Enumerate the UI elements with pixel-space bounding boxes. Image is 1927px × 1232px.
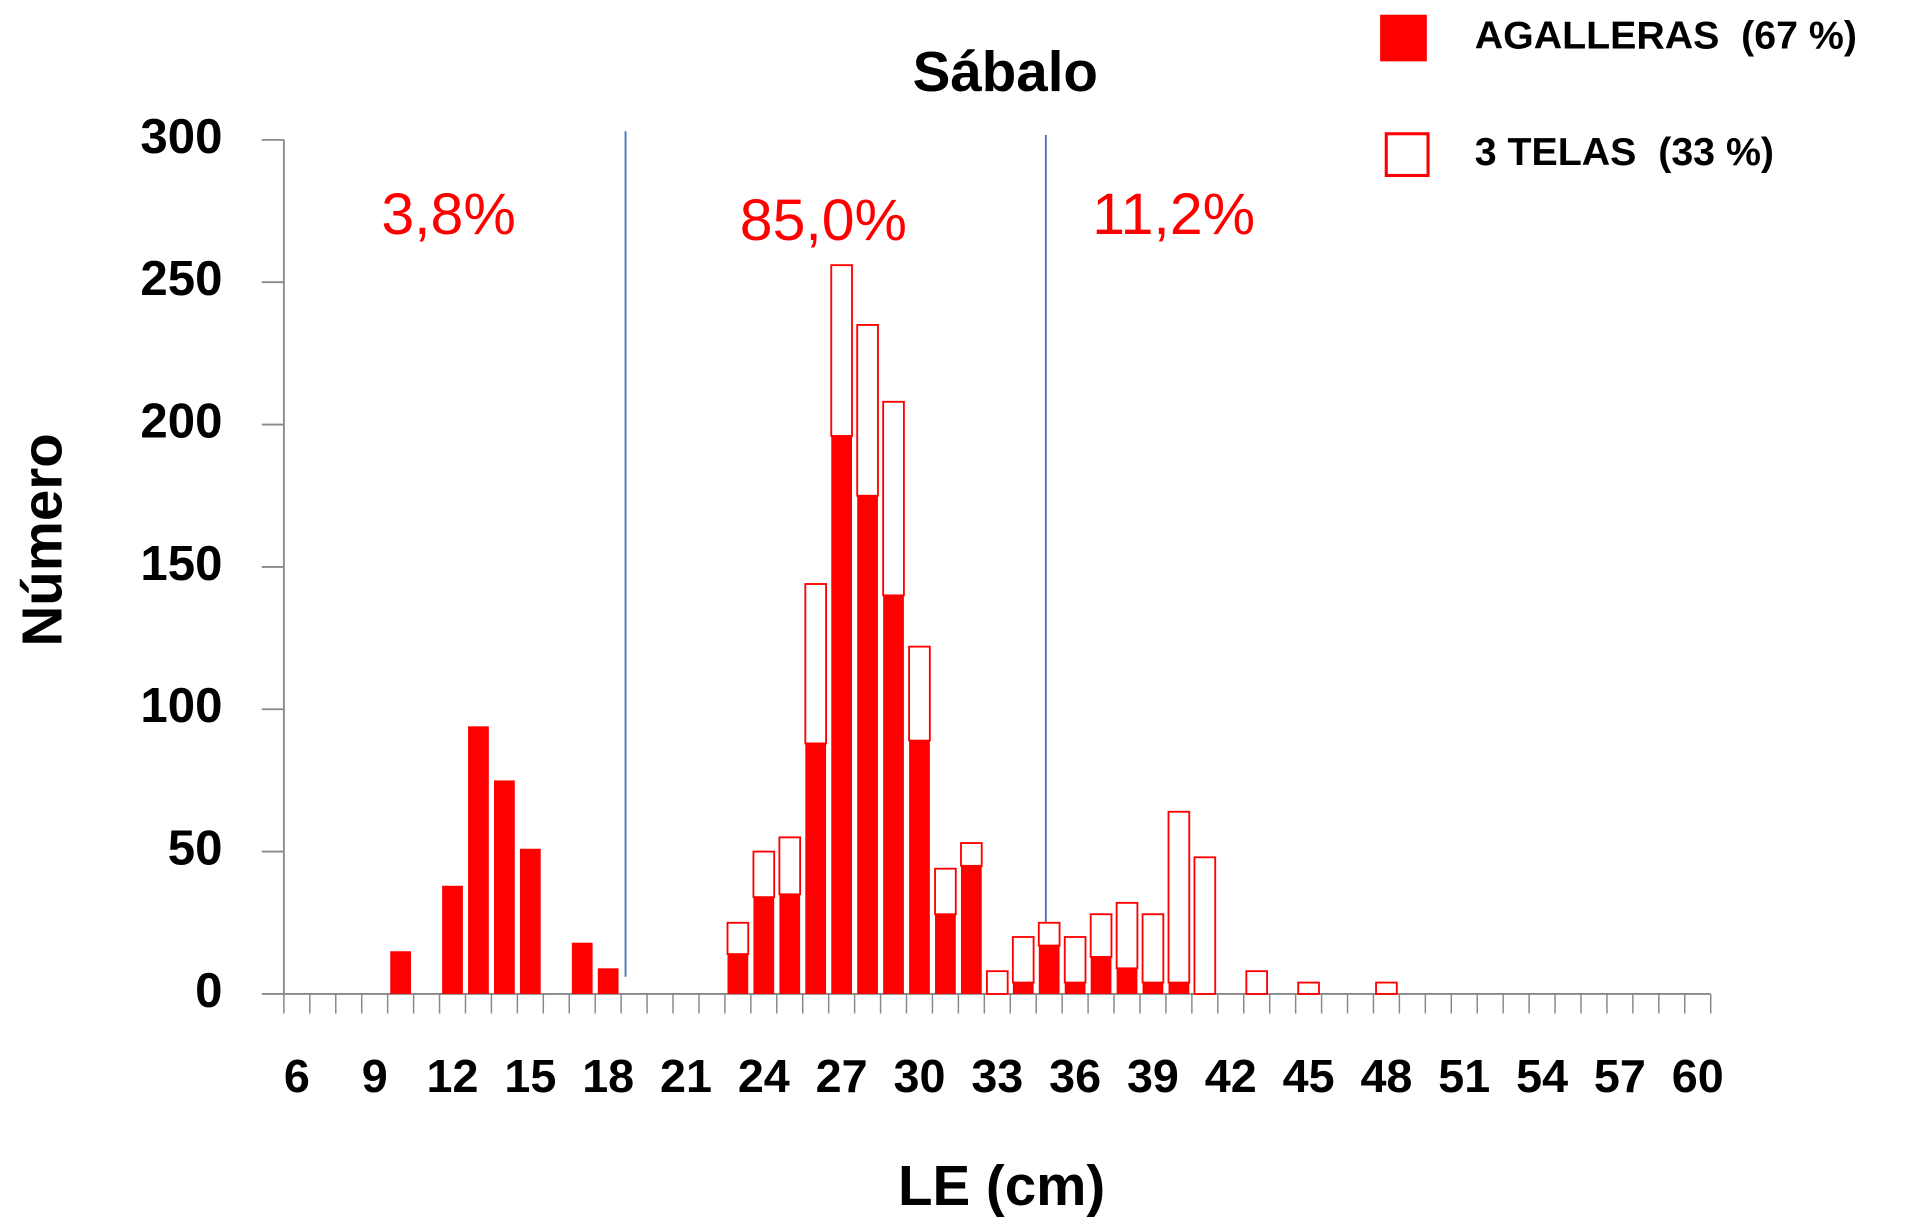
x-tick-label: 24	[738, 1050, 790, 1102]
y-tick-label: 100	[140, 679, 222, 733]
y-tick-label: 0	[195, 964, 222, 1018]
bar	[1038, 945, 1060, 994]
legend-label: AGALLERAS (67 %)	[1475, 13, 1857, 57]
x-tick-label: 36	[1049, 1050, 1101, 1102]
y-tick-label: 50	[168, 822, 223, 876]
bar	[831, 435, 853, 994]
bar	[935, 914, 956, 994]
bar	[1167, 810, 1191, 984]
bar	[571, 942, 593, 994]
bar	[1063, 936, 1087, 984]
x-tick-label: 57	[1594, 1050, 1646, 1102]
x-axis-label: LE (cm)	[898, 1154, 1105, 1217]
legend-swatch	[1380, 14, 1427, 62]
bar	[1245, 970, 1269, 995]
x-tick-label: 45	[1283, 1050, 1335, 1102]
chart-title: Sábalo	[913, 40, 1098, 103]
bar	[597, 968, 619, 994]
bar	[753, 897, 775, 994]
bar	[934, 867, 957, 916]
legend-swatch	[1384, 132, 1430, 178]
x-tick-label: 18	[582, 1050, 634, 1102]
annotation: 11,2%	[1092, 182, 1255, 247]
y-tick-label: 300	[140, 110, 222, 164]
x-tick-label: 15	[504, 1050, 556, 1102]
bar	[442, 885, 463, 994]
bar	[909, 740, 930, 994]
x-tick-label: 30	[893, 1050, 945, 1102]
bar	[390, 951, 412, 994]
bar	[805, 743, 827, 994]
x-tick-label: 39	[1127, 1050, 1179, 1102]
bar	[468, 726, 489, 994]
x-tick-label: 51	[1438, 1050, 1490, 1102]
bar	[1193, 856, 1217, 995]
bar	[1037, 921, 1061, 947]
x-tick-label: 12	[427, 1050, 479, 1102]
bar	[857, 495, 878, 994]
bar	[727, 954, 749, 994]
bar	[1142, 982, 1164, 994]
x-tick-label: 48	[1360, 1050, 1412, 1102]
x-tick-label: 60	[1672, 1050, 1724, 1102]
x-tick-label: 27	[816, 1050, 868, 1102]
x-tick-label: 42	[1205, 1050, 1257, 1102]
bar	[856, 324, 879, 497]
annotation: 85,0%	[740, 188, 907, 253]
bar	[1375, 981, 1398, 995]
bar	[1089, 913, 1113, 958]
x-tick-label: 54	[1516, 1050, 1568, 1102]
y-tick-label: 250	[140, 252, 222, 306]
bar	[519, 848, 541, 994]
bar	[1297, 981, 1320, 995]
bar	[883, 595, 904, 994]
y-tick-label: 200	[140, 395, 222, 449]
x-tick-label: 9	[362, 1050, 388, 1102]
bar	[726, 921, 750, 956]
x-tick-label: 6	[284, 1050, 310, 1102]
bar	[1116, 968, 1138, 994]
bar	[960, 842, 983, 867]
x-tick-label: 33	[971, 1050, 1023, 1102]
bar	[960, 865, 982, 994]
bar	[1064, 982, 1086, 994]
bar	[1011, 936, 1035, 984]
bar	[1141, 913, 1165, 984]
y-tick-label: 150	[140, 537, 222, 591]
bar	[1090, 956, 1112, 994]
bar	[494, 780, 515, 994]
bar	[752, 850, 776, 899]
bar	[830, 264, 853, 437]
bar	[779, 894, 801, 994]
bar	[908, 645, 931, 742]
bar	[882, 400, 905, 597]
bar	[1012, 982, 1034, 994]
y-axis-label: Número	[11, 433, 74, 646]
legend-label: 3 TELAS (33 %)	[1475, 130, 1774, 174]
bar	[985, 970, 1009, 995]
bar	[804, 583, 828, 745]
x-tick-label: 21	[660, 1050, 712, 1102]
bar	[778, 836, 802, 896]
bar	[1168, 982, 1190, 994]
bar	[1115, 901, 1139, 970]
annotation: 3,8%	[381, 182, 515, 247]
